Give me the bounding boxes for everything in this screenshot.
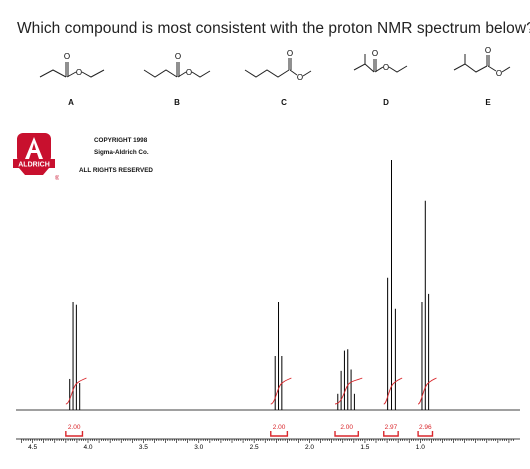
ester-structure-icon: O O [39, 52, 105, 78]
copyright-line-1: COPYRIGHT 1998 [94, 137, 148, 144]
x-tick-label: 3.5 [139, 444, 148, 451]
compound-c-label: C [281, 98, 287, 107]
x-tick-label: 4.5 [28, 444, 37, 451]
oxygen-label: O [496, 69, 502, 78]
oxygen-label: O [297, 73, 303, 82]
compound-c-structure: O O [243, 49, 323, 95]
oxygen-label: O [175, 52, 181, 61]
aldrich-wordmark: ALDRICH [18, 162, 50, 169]
oxygen-label: O [186, 68, 192, 77]
registered-mark: ® [55, 175, 59, 182]
compound-a-structure: O O [38, 50, 108, 95]
oxygen-label: O [287, 49, 293, 58]
x-tick-label: 2.0 [305, 444, 314, 451]
compound-e-label: E [485, 98, 491, 107]
ester-structure-icon: O O [453, 46, 511, 78]
x-tick-label: 4.0 [83, 444, 92, 451]
nmr-spectrum-chart: 2.00 2.00 2.00 2.97 2.96 4.5 4.0 3.5 3.0 2.5 2.0 1… [16, 160, 520, 451]
integral-bracket [65, 431, 84, 437]
integral-bracket [383, 431, 399, 437]
ester-structure-icon: O O [353, 49, 408, 73]
integral-bracket [270, 431, 289, 437]
ester-structure-icon: O O [143, 52, 211, 78]
question-text: Which compound is most consistent with t… [17, 20, 530, 37]
compound-d-structure: O O [352, 49, 422, 95]
integral-curve [270, 377, 292, 405]
integral-value-label: 2.00 [68, 424, 81, 431]
oxygen-label: O [372, 49, 378, 58]
integral-value-label: 2.97 [385, 424, 398, 431]
x-tick-label: 3.0 [194, 444, 203, 451]
compound-d-label: D [383, 98, 389, 107]
integral-value-label: 2.00 [273, 424, 286, 431]
compound-b-structure: O O [142, 50, 212, 95]
integral-bracket [334, 431, 359, 437]
aldrich-logo-icon: ALDRICH ® [13, 133, 60, 182]
integral-bracket [417, 431, 434, 437]
copyright-line-2: Sigma-Aldrich Co. [94, 149, 149, 156]
ester-structure-icon: O O [244, 49, 312, 82]
x-tick-label: 2.5 [250, 444, 259, 451]
integral-curve [65, 377, 87, 405]
oxygen-label: O [383, 63, 389, 72]
x-tick-label: 1.5 [360, 444, 369, 451]
compound-e-structure: O O [452, 46, 527, 95]
integral-curve [417, 377, 437, 405]
compound-a-label: A [68, 98, 74, 107]
oxygen-label: O [64, 52, 70, 61]
aldrich-logo: ALDRICH ® [13, 133, 60, 185]
oxygen-label: O [485, 46, 491, 55]
integral-value-label: 2.00 [340, 424, 353, 431]
oxygen-label: O [76, 68, 82, 77]
copyright-line-3: ALL RIGHTS RESERVED [79, 167, 153, 174]
compound-b-label: B [174, 98, 180, 107]
integral-curve [334, 377, 363, 405]
integral-value-label: 2.96 [419, 424, 432, 431]
x-tick-label: 1.0 [416, 444, 425, 451]
integral-curve [383, 377, 403, 405]
